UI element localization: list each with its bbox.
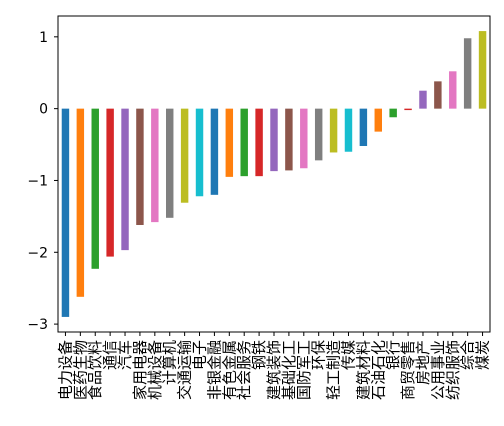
x-tick-label: 计算机 [161,340,179,385]
y-tick-label: 0 [39,102,48,118]
x-tick-label: 机械设备 [146,340,164,400]
x-tick-label: 银行 [384,340,402,370]
bar [255,108,263,177]
bar [314,108,323,161]
x-tick-label: 石油石化 [369,340,387,400]
y-tick-label: −2 [27,245,48,261]
bar [61,108,70,317]
bar [151,108,159,223]
bar [434,81,442,109]
x-tick-label: 商贸零售 [399,340,417,400]
x-tick-label: 社会服务 [235,340,253,400]
bar [121,108,129,251]
x-tick-label: 电子 [191,340,209,370]
x-tick-label: 电力设备 [56,340,74,400]
x-tick-label: 煤炭 [474,340,492,370]
bar [210,108,219,195]
bar [225,108,234,177]
x-tick-label: 房地产 [414,340,432,385]
x-tick-label: 家用电器 [131,340,149,400]
bar [359,108,368,146]
x-tick-label: 国防军工 [295,340,313,400]
bar [76,108,85,297]
bar [300,108,308,169]
bar [389,108,397,118]
bar [166,108,174,218]
bar [344,108,353,152]
x-tick-label: 基础化工 [280,340,298,400]
y-tick-label: −1 [27,173,48,189]
x-tick-label: 非银金融 [205,340,223,400]
bar [240,108,248,177]
x-tick-label: 医药生物 [71,340,89,400]
x-tick-label: 有色金属 [220,340,238,400]
y-tick-label: −3 [27,317,48,333]
x-tick-label: 食品饮料 [86,340,104,400]
bar [195,108,204,197]
x-tick-label: 建筑装饰 [265,340,283,400]
bar [329,108,338,153]
bar [180,108,189,203]
x-tick-label: 交通运输 [176,340,194,400]
bar [404,108,412,111]
bar [463,38,472,109]
bar [478,31,487,109]
x-tick-label: 环保 [310,340,328,370]
x-tick-label: 传媒 [339,340,357,370]
bar [106,108,114,257]
x-tick-label: 汽车 [116,340,134,370]
bar [270,108,278,172]
x-tick-label: 建筑材料 [354,340,372,400]
bar [136,108,144,225]
x-tick-label: 轻工制造 [325,340,343,400]
x-tick-label: 钢铁 [250,340,268,370]
bar [91,108,99,269]
bar [449,71,457,109]
x-tick-label: 通信 [101,340,119,370]
bar [374,108,382,132]
bar [285,108,293,171]
y-tick-label: 1 [39,30,48,46]
x-tick-label: 公用事业 [429,340,447,400]
x-tick-label: 纺织服饰 [444,340,462,400]
x-tick-label: 综合 [459,340,477,370]
bar [419,90,427,109]
